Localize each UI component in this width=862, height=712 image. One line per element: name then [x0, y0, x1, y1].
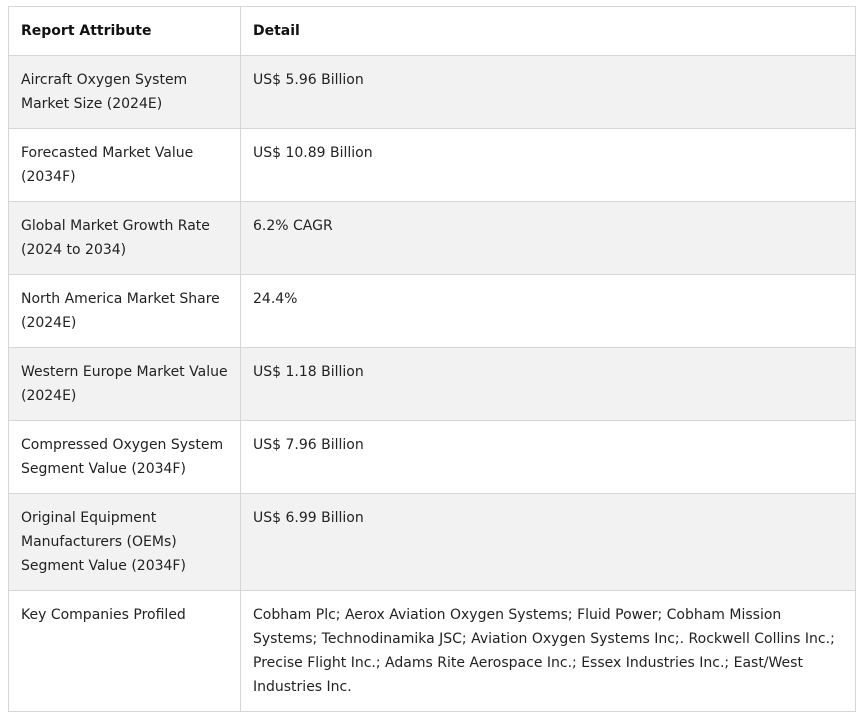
row-attribute: Forecasted Market Value (2034F): [8, 128, 241, 202]
row-attribute: Aircraft Oxygen System Market Size (2024…: [8, 55, 241, 129]
row-detail: US$ 7.96 Billion: [240, 420, 856, 494]
row-detail: US$ 6.99 Billion: [240, 493, 856, 591]
row-detail: 6.2% CAGR: [240, 201, 856, 275]
table-row: Original Equipment Manufacturers (OEMs) …: [8, 493, 856, 591]
report-table-container: Report Attribute Detail Aircraft Oxygen …: [8, 6, 856, 712]
row-attribute: Western Europe Market Value (2024E): [8, 347, 241, 421]
row-attribute: Original Equipment Manufacturers (OEMs) …: [8, 493, 241, 591]
report-attributes-table: Report Attribute Detail Aircraft Oxygen …: [8, 6, 856, 712]
table-row: Global Market Growth Rate (2024 to 2034)…: [8, 201, 856, 275]
table-row: Aircraft Oxygen System Market Size (2024…: [8, 55, 856, 129]
header-report-attribute: Report Attribute: [8, 6, 241, 56]
row-detail: US$ 1.18 Billion: [240, 347, 856, 421]
row-attribute: Key Companies Profiled: [8, 590, 241, 712]
row-detail: Cobham Plc; Aerox Aviation Oxygen System…: [240, 590, 856, 712]
table-row: Compressed Oxygen System Segment Value (…: [8, 420, 856, 494]
row-attribute: Global Market Growth Rate (2024 to 2034): [8, 201, 241, 275]
header-detail: Detail: [240, 6, 856, 56]
table-row: North America Market Share (2024E) 24.4%: [8, 274, 856, 348]
table-row: Key Companies Profiled Cobham Plc; Aerox…: [8, 590, 856, 712]
table-row: Forecasted Market Value (2034F) US$ 10.8…: [8, 128, 856, 202]
table-row: Western Europe Market Value (2024E) US$ …: [8, 347, 856, 421]
row-attribute: North America Market Share (2024E): [8, 274, 241, 348]
row-detail: US$ 10.89 Billion: [240, 128, 856, 202]
row-detail: US$ 5.96 Billion: [240, 55, 856, 129]
row-detail: 24.4%: [240, 274, 856, 348]
row-attribute: Compressed Oxygen System Segment Value (…: [8, 420, 241, 494]
table-header-row: Report Attribute Detail: [8, 6, 856, 56]
